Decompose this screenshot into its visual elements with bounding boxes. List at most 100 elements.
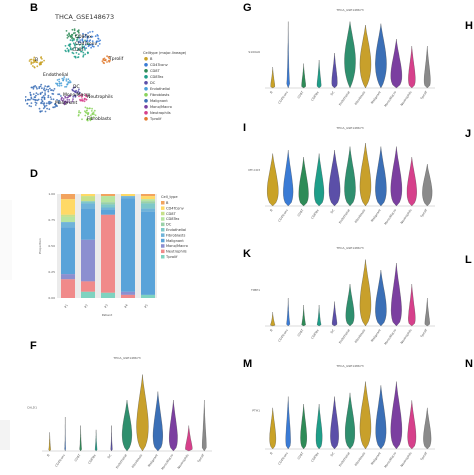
umap-cluster-label: Fibroblasts <box>87 116 112 122</box>
umap-point <box>72 52 75 55</box>
umap-point <box>32 86 35 88</box>
umap-legend-label: CD8T <box>150 69 161 73</box>
violin-plot-g: THCA_GSE148673 S100A6 B CD4Tconv CD8T CD8Tex D… <box>248 8 435 108</box>
umap-point <box>66 83 69 86</box>
umap-point <box>84 39 86 42</box>
umap-point <box>65 79 68 82</box>
umap-point <box>52 89 55 92</box>
violin-cd8t <box>300 403 307 450</box>
umap-point <box>85 112 88 114</box>
panel-letter-l: L <box>465 254 472 266</box>
stack-ytick: 0.00 <box>48 296 55 300</box>
umap-point <box>33 59 36 62</box>
violin-title: THCA_GSE148673 <box>112 356 140 360</box>
umap-legend-swatch <box>144 117 148 121</box>
stack-ytick: 1.00 <box>48 192 55 196</box>
violin-xtick: Neutrophils <box>176 453 189 470</box>
violin-xtick: Malignant <box>147 453 159 468</box>
violin-cd8t <box>301 63 306 89</box>
left-edge-fragment <box>0 200 12 280</box>
stack-legend-label: CD8Tex <box>166 217 180 221</box>
umap-point <box>81 47 83 50</box>
violin-tprolif <box>422 163 433 207</box>
umap-point <box>74 56 77 59</box>
stack-segment <box>141 199 155 202</box>
violin-xtick: CD4Tconv <box>277 90 289 105</box>
umap-point <box>86 119 89 121</box>
umap-point <box>77 29 80 32</box>
violin-xtick: CD4Tconv <box>277 208 289 223</box>
panel-letter-n: N <box>465 358 473 370</box>
umap-point <box>79 41 82 44</box>
umap-point <box>40 63 42 66</box>
umap-point <box>66 47 69 50</box>
umap-point <box>82 51 85 54</box>
umap-point <box>71 28 74 31</box>
stack-legend-label: Endothelial <box>166 228 186 232</box>
umap-point <box>109 59 111 62</box>
umap-point <box>47 101 50 103</box>
stack-legend-swatch <box>161 222 165 227</box>
violin-cd4tconv <box>285 396 291 450</box>
umap-point <box>43 106 46 108</box>
violin-tprolif <box>424 297 430 327</box>
violin-endothelial <box>345 283 355 327</box>
umap-point <box>72 32 75 35</box>
umap-point <box>103 59 105 62</box>
violin-xtick: B <box>269 90 273 94</box>
umap-point <box>89 31 91 33</box>
umap-point <box>86 107 89 110</box>
umap-cluster-label: Neutrophils <box>87 94 113 100</box>
violin-mono-macro <box>169 399 178 452</box>
violin-tprolif <box>423 45 431 89</box>
umap-point <box>63 102 65 105</box>
violin-ylabel: S100A6 <box>248 50 260 54</box>
violin-tprolif <box>423 407 432 450</box>
umap-point <box>69 45 71 48</box>
umap-point <box>84 93 87 96</box>
umap-point <box>72 98 74 100</box>
umap-point <box>84 114 87 117</box>
stack-legend-swatch <box>161 244 165 248</box>
umap-point <box>26 102 29 105</box>
violin-xtick: B <box>269 328 273 332</box>
violin-xtick: Malignant <box>370 208 382 223</box>
stack-segment <box>101 202 115 205</box>
violin-cd4tconv <box>283 149 294 207</box>
violin-xtick: CD8T <box>74 453 82 462</box>
umap-point <box>78 43 81 46</box>
umap-point <box>92 45 95 48</box>
stack-segment <box>101 204 115 208</box>
umap-point <box>87 52 89 55</box>
umap-point <box>106 61 108 63</box>
umap-cluster-label: DC <box>73 84 80 90</box>
umap-point <box>68 101 71 103</box>
umap-legend-label: Mono/Macro <box>150 105 172 109</box>
umap-point <box>69 48 72 50</box>
umap-point <box>77 93 80 95</box>
umap-point <box>64 101 66 103</box>
violin-title: THCA_GSE148673 <box>335 8 363 12</box>
umap-point <box>80 96 83 98</box>
umap-point <box>41 110 43 112</box>
umap-point <box>43 88 45 91</box>
violin-cd8tex <box>314 153 325 207</box>
violin-xtick: CD8Tex <box>87 453 97 465</box>
umap-point <box>93 109 96 112</box>
umap-point <box>30 102 33 104</box>
stack-legend-swatch <box>161 211 165 216</box>
panel-letter-f: F <box>30 340 37 352</box>
violin-ylabel: CALD1 <box>27 406 37 410</box>
umap-point <box>54 103 57 105</box>
umap-legend-swatch <box>144 93 148 97</box>
umap-point <box>40 83 43 86</box>
stack-segment <box>101 207 115 210</box>
violin-malignant <box>375 23 387 89</box>
umap-point <box>38 86 41 88</box>
umap-legend-swatch <box>144 81 148 85</box>
umap-point <box>35 102 38 104</box>
umap-point <box>87 35 89 38</box>
umap-point <box>66 37 69 39</box>
umap-point <box>29 91 32 94</box>
umap-legend-title: Celltype (major-lineage) <box>143 51 187 55</box>
